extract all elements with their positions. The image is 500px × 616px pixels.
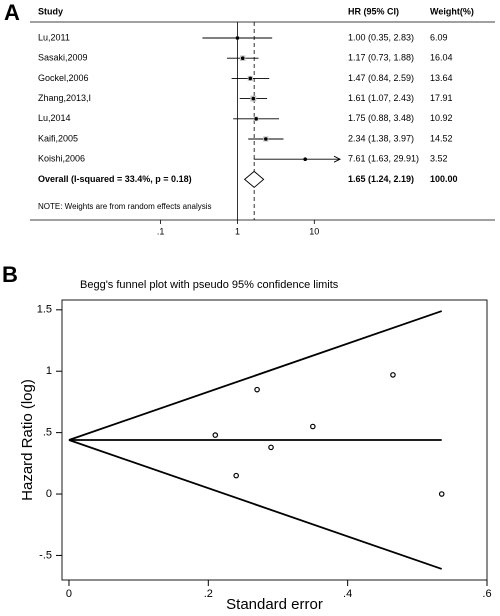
y-tick-label: 1.5 xyxy=(37,304,52,316)
overall-weight-label: 100.00 xyxy=(430,174,458,184)
x-tick-label: 10 xyxy=(309,226,319,236)
x-axis-label: Standard error xyxy=(226,596,323,613)
overall-diamond xyxy=(243,170,265,188)
study-label: Lu,2014 xyxy=(38,113,71,123)
note: NOTE: Weights are from random effects an… xyxy=(38,202,212,211)
weight-label: 3.52 xyxy=(430,154,448,164)
panel-label: A xyxy=(4,0,20,25)
x-tick-label: 0 xyxy=(66,588,72,600)
column-header: Study xyxy=(38,6,63,16)
column-header: Weight(%) xyxy=(430,6,474,16)
x-tick-label: .6 xyxy=(482,588,491,600)
hr-label: 1.75 (0.88, 3.48) xyxy=(348,113,414,123)
overall-label: Overall (I-squared = 33.4%, p = 0.18) xyxy=(38,174,192,184)
hr-point xyxy=(235,36,240,40)
y-tick-label: -.5 xyxy=(39,549,52,561)
study-label: Lu,2011 xyxy=(38,32,70,42)
hr-label: 1.17 (0.73, 1.88) xyxy=(348,53,414,63)
x-tick-label: .4 xyxy=(343,588,352,600)
funnel-line xyxy=(68,310,443,441)
plot-frame xyxy=(61,299,488,581)
study-point xyxy=(254,386,260,393)
column-header: HR (95% CI) xyxy=(348,6,399,16)
weight-label: 16.04 xyxy=(430,53,453,63)
x-tick-label: .2 xyxy=(204,588,213,600)
y-tick-label: 0 xyxy=(46,488,52,500)
panel-label: B xyxy=(2,262,18,287)
y-tick-label: .5 xyxy=(43,427,52,439)
hr-point xyxy=(264,137,268,141)
hr-label: 1.00 (0.35, 2.83) xyxy=(348,32,414,42)
chart-title: Begg's funnel plot with pseudo 95% confi… xyxy=(80,279,339,291)
hr-point xyxy=(303,157,307,161)
study-point xyxy=(268,444,274,451)
weight-label: 10.92 xyxy=(430,113,453,123)
study-label: Sasaki,2009 xyxy=(38,53,88,63)
ci-arrow xyxy=(333,155,342,163)
x-tick-label: 1 xyxy=(235,226,240,236)
x-tick-label: .1 xyxy=(157,226,165,236)
hr-point xyxy=(248,76,253,81)
study-label: Koishi,2006 xyxy=(38,154,85,164)
study-label: Zhang,2013,I xyxy=(38,93,91,103)
weight-label: 6.09 xyxy=(430,32,448,42)
study-point xyxy=(212,432,219,438)
study-point xyxy=(390,372,396,378)
hr-point xyxy=(254,117,258,121)
hr-point xyxy=(240,56,245,60)
weight-label: 14.52 xyxy=(430,133,453,143)
study-label: Kaifi,2005 xyxy=(38,133,78,143)
overall-hr-label: 1.65 (1.24, 2.19) xyxy=(348,174,414,184)
y-tick-label: 1 xyxy=(46,365,52,377)
funnel-line xyxy=(68,439,443,570)
hr-point xyxy=(251,96,256,101)
study-point xyxy=(310,423,316,430)
weight-label: 13.64 xyxy=(430,73,453,83)
y-axis-label: Hazard Ratio (log) xyxy=(19,379,36,501)
hr-label: 2.34 (1.38, 3.97) xyxy=(348,133,414,143)
study-label: Gockel,2006 xyxy=(38,73,89,83)
hr-label: 1.61 (1.07, 2.43) xyxy=(348,93,414,103)
hr-label: 7.61 (1.63, 29.91) xyxy=(348,154,419,164)
study-point xyxy=(438,491,445,497)
hr-label: 1.47 (0.84, 2.59) xyxy=(348,73,414,83)
weight-label: 17.91 xyxy=(430,93,453,103)
study-point xyxy=(233,472,239,479)
